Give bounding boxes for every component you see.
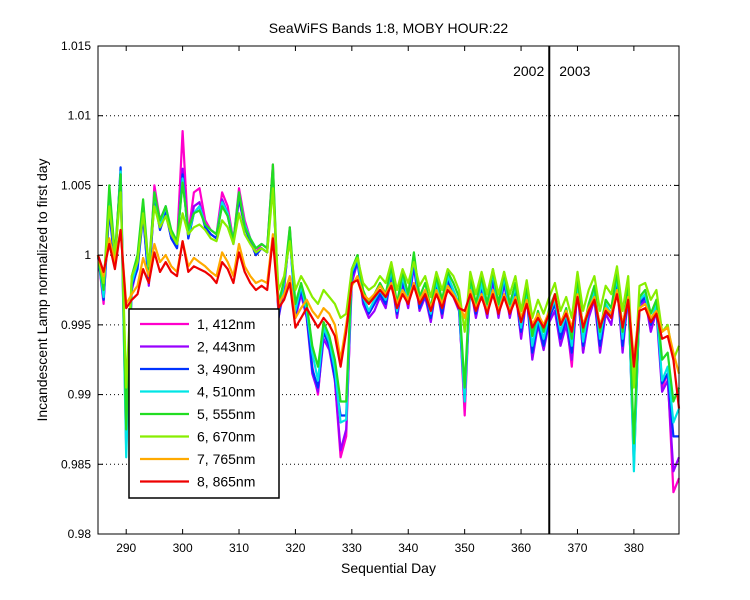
x-tick-label: 290 — [116, 541, 136, 555]
x-tick-label: 300 — [173, 541, 193, 555]
y-axis-label: Incandescent Lamp normalized to first da… — [34, 158, 50, 421]
y-tick-label: 1.015 — [61, 39, 91, 53]
year-label-2002: 2002 — [513, 63, 544, 79]
y-tick-label: 0.995 — [61, 318, 91, 332]
y-tick-label: 0.98 — [68, 527, 92, 541]
series-line-6 — [96, 187, 681, 389]
year-label-2003: 2003 — [559, 63, 590, 79]
legend-label-8: 8, 865nm — [197, 474, 255, 490]
legend-label-6: 6, 670nm — [197, 429, 255, 445]
x-tick-label: 310 — [229, 541, 249, 555]
x-tick-label: 350 — [455, 541, 475, 555]
chart-title: SeaWiFS Bands 1:8, MOBY HOUR:22 — [269, 20, 509, 36]
x-tick-label: 340 — [398, 541, 418, 555]
y-tick-label: 1.01 — [68, 109, 92, 123]
x-tick-label: 380 — [624, 541, 644, 555]
y-tick-label: 1 — [84, 248, 91, 262]
x-tick-label: 320 — [285, 541, 305, 555]
x-tick-label: 330 — [342, 541, 362, 555]
y-tick-label: 1.005 — [61, 178, 91, 192]
plot-frame — [97, 45, 680, 535]
axis-ticks: 0.98 0.985 0.99 0.995 1 1.005 1.01 1.015 290 300 3… — [61, 39, 679, 555]
legend-label-2: 2, 443nm — [197, 339, 255, 355]
legend-label-5: 5, 555nm — [197, 406, 255, 422]
legend-box — [128, 308, 280, 499]
x-axis-label: Sequential Day — [341, 560, 436, 576]
series-layer — [96, 130, 681, 494]
legend-label-4: 4, 510nm — [197, 384, 255, 400]
legend-label-3: 3, 490nm — [197, 361, 255, 377]
legend-label-1: 1, 412nm — [197, 316, 255, 332]
series-line-8 — [96, 228, 681, 409]
x-tick-label: 360 — [511, 541, 531, 555]
legend-label-7: 7, 765nm — [197, 451, 255, 467]
y-tick-label: 0.985 — [61, 457, 91, 471]
y-tick-label: 0.99 — [68, 388, 92, 402]
legend: 1, 412nm 2, 443nm 3, 490nm 4, 510nm 5, 555nm… — [128, 308, 280, 499]
x-tick-label: 370 — [567, 541, 587, 555]
